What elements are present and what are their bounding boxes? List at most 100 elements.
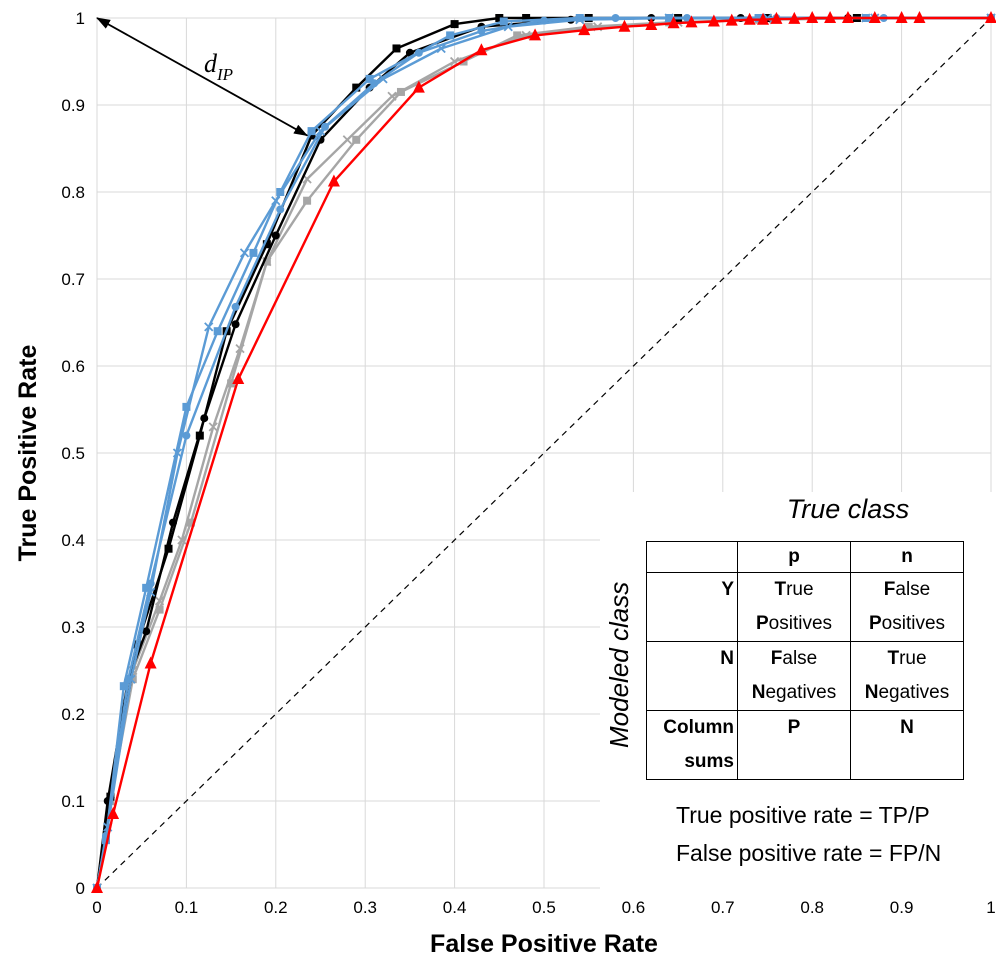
row-label-y: Y <box>646 572 738 642</box>
sum-n: N <box>850 710 964 780</box>
roc-series-layer <box>91 11 996 893</box>
roc-point <box>142 627 151 636</box>
roc-point <box>231 320 240 329</box>
roc-point <box>276 205 285 214</box>
roc-point <box>239 248 250 258</box>
roc-point <box>144 656 157 669</box>
tn-cap-2: N <box>864 682 879 703</box>
row-label-n: N <box>646 641 738 711</box>
roc-point <box>195 431 204 440</box>
roc-point <box>307 127 316 136</box>
table-row-n: N False Negatives True Negatives <box>646 641 964 711</box>
roc-point <box>412 80 425 93</box>
roc-point <box>499 17 508 26</box>
roc-point <box>342 135 352 145</box>
modeled-class-title: Modeled class <box>604 581 634 748</box>
formula-true-positive-rate: True positive rate = TP/P <box>676 802 930 828</box>
tn-rest-2: egatives <box>878 682 950 703</box>
fn-cap-2: N <box>751 682 766 703</box>
tp-rest-2: ositives <box>768 613 833 634</box>
header-n: n <box>850 541 964 573</box>
x-tick-label: 0.6 <box>622 898 646 917</box>
roc-point <box>231 302 240 311</box>
tp-cap-1: T <box>774 579 787 600</box>
roc-point <box>172 448 183 458</box>
x-tick-label: 0.5 <box>532 898 556 917</box>
tp-cap-2: P <box>755 613 769 634</box>
roc-point <box>575 14 584 22</box>
y-tick-label: 0.4 <box>61 531 85 550</box>
roc-point <box>575 15 585 25</box>
roc-point <box>806 11 819 23</box>
roc-point <box>913 11 926 23</box>
roc-point <box>985 11 996 23</box>
fn-rest-2: egatives <box>765 682 837 703</box>
roc-point <box>271 196 281 206</box>
roc-point <box>578 23 591 36</box>
y-tick-label: 0.2 <box>61 705 85 724</box>
roc-point <box>450 20 459 29</box>
roc-point <box>126 674 136 684</box>
roc-point <box>327 174 340 187</box>
roc-point <box>665 18 674 27</box>
formula-false-positive-rate: False positive rate = FP/N <box>676 840 942 866</box>
roc-point <box>770 11 783 24</box>
roc-point <box>204 322 214 332</box>
roc-point <box>392 44 401 53</box>
fn-rest-1: alse <box>782 648 818 669</box>
roc-point <box>186 518 195 527</box>
roc-point <box>208 422 218 432</box>
cell-true-positives: True Positives <box>737 572 851 642</box>
roc-point <box>824 11 837 23</box>
roc-point <box>436 43 446 54</box>
roc-point <box>232 372 245 385</box>
roc-point <box>262 257 271 266</box>
roc-point <box>146 587 156 597</box>
y-tick-label: 0.1 <box>61 792 85 811</box>
x-tick-label: 0.7 <box>711 898 735 917</box>
roc-point <box>477 27 486 36</box>
roc-point <box>495 14 504 22</box>
cell-true-negatives: True Negatives <box>850 641 964 711</box>
y-tick-label: 0.5 <box>61 444 85 463</box>
roc-point <box>743 12 756 25</box>
x-tick-label: 0.4 <box>443 898 467 917</box>
table-header-row: p n <box>646 541 964 573</box>
roc-point <box>155 605 164 614</box>
y-tick-labels: 0 0.1 0.2 0.3 0.4 0.5 0.6 0.7 0.8 0.9 1 <box>61 9 85 898</box>
cell-false-negatives: False Negatives <box>737 641 851 711</box>
row-label-column-sums: Column sums <box>646 710 738 780</box>
roc-point <box>645 17 658 30</box>
x-axis-title: False Positive Rate <box>430 930 658 958</box>
roc-point <box>128 675 137 684</box>
fp-rest-1: alse <box>895 579 931 600</box>
distance-arrow <box>96 17 308 137</box>
roc-point <box>895 11 908 23</box>
table-row-sums: Column sums P N <box>646 710 964 780</box>
roc-point <box>107 807 120 820</box>
distance-label-sub: IP <box>216 65 233 84</box>
confusion-matrix-inset: True class Modeled class p n Y True Posi… <box>600 492 996 898</box>
roc-point <box>307 131 316 140</box>
roc-point <box>227 379 236 388</box>
y-tick-label: 0.7 <box>61 270 85 289</box>
roc-point <box>529 28 542 41</box>
y-tick-label: 0.9 <box>61 96 85 115</box>
roc-point <box>262 240 271 249</box>
roc-point <box>618 19 631 32</box>
x-tick-label: 0.8 <box>800 898 824 917</box>
tp-rest-1: rue <box>786 579 814 600</box>
roc-point <box>584 22 593 31</box>
roc-point <box>182 402 191 411</box>
roc-point <box>757 12 770 25</box>
confusion-matrix-table: p n Y True Positives False Positives N F… <box>646 541 964 780</box>
y-tick-label: 1 <box>76 9 85 28</box>
roc-point <box>213 327 222 336</box>
x-tick-label: 0.2 <box>264 898 288 917</box>
x-tick-label: 0.3 <box>353 898 377 917</box>
roc-point <box>119 682 128 691</box>
y-tick-label: 0.8 <box>61 183 85 202</box>
x-tick-label: 0.1 <box>175 898 199 917</box>
roc-point <box>414 48 423 57</box>
